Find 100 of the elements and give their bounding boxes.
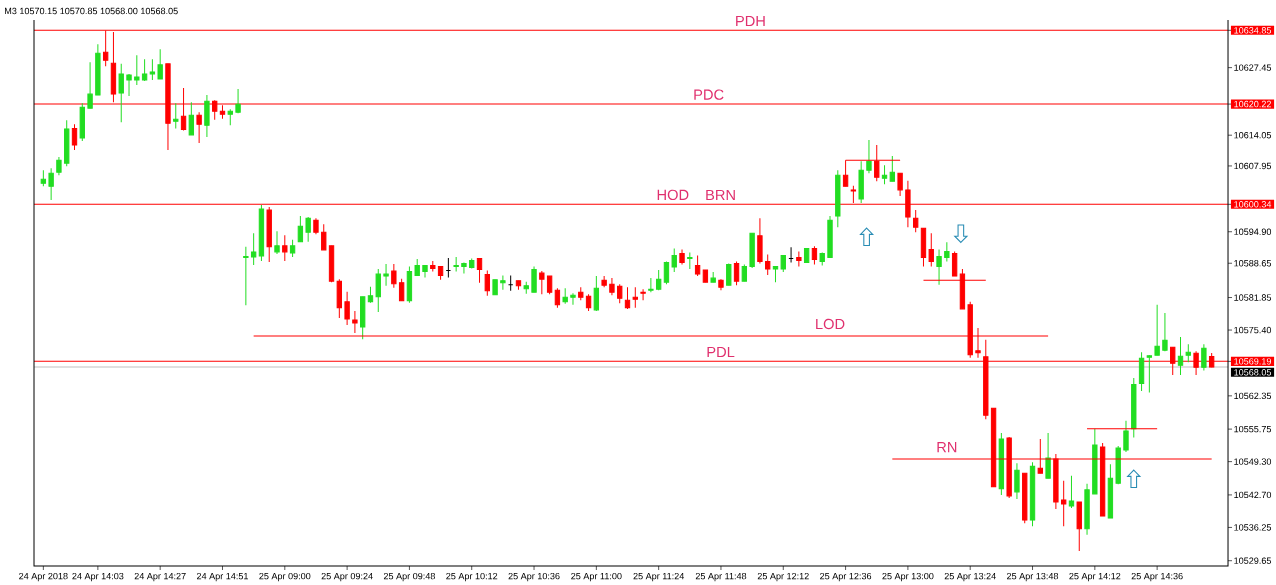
- x-tick-label: 25 Apr 14:36: [1131, 572, 1183, 582]
- candlestick: [733, 260, 740, 286]
- candlestick: [352, 310, 358, 334]
- candlestick: [648, 277, 654, 293]
- x-tick-label: 25 Apr 09:24: [321, 572, 373, 582]
- x-tick-label: 25 Apr 09:00: [259, 572, 311, 582]
- x-tick-label: 25 Apr 13:48: [1007, 572, 1059, 582]
- candlestick: [866, 139, 872, 174]
- candlestick: [897, 172, 903, 197]
- candlestick: [928, 232, 934, 268]
- candlestick: [118, 63, 124, 123]
- candlestick: [609, 277, 615, 296]
- candlestick: [243, 246, 249, 306]
- candlestick: [188, 101, 195, 136]
- y-tick-label: 10594.90: [1234, 228, 1272, 235]
- candlestick: [250, 232, 257, 266]
- x-tick-label: 25 Apr 14:12: [1069, 572, 1121, 582]
- candlestick: [632, 286, 638, 309]
- candlestick: [321, 223, 327, 251]
- candlestick: [500, 275, 506, 291]
- candlestick: [282, 234, 288, 262]
- candlestick: [1014, 462, 1020, 500]
- candlestick: [593, 275, 600, 312]
- ref-line-label: PDH: [736, 15, 765, 27]
- candlestick: [476, 257, 483, 284]
- candlestick: [913, 209, 919, 233]
- candlestick: [570, 292, 576, 306]
- candlestick: [531, 266, 537, 293]
- candlestick: [889, 155, 895, 182]
- y-tick-label: 10575.40: [1234, 326, 1272, 334]
- y-tick-label: 10634.85: [1234, 27, 1272, 34]
- x-tick-label: 25 Apr 11:48: [695, 572, 747, 582]
- x-tick-label: 25 Apr 10:12: [446, 572, 498, 582]
- candlestick: [297, 215, 304, 243]
- x-tick-label: 25 Apr 11:00: [571, 572, 622, 582]
- series-label: LOD: [816, 318, 845, 330]
- y-tick-label: 10607.95: [1234, 162, 1272, 170]
- candlestick: [87, 61, 93, 109]
- candlestick: [765, 253, 771, 276]
- y-tick-label: 10588.65: [1234, 260, 1272, 267]
- candlestick: [375, 268, 381, 313]
- candlestick: [398, 278, 405, 302]
- candlestick: [274, 230, 280, 255]
- candlestick: [1185, 343, 1191, 363]
- x-tick-label: 24 Apr 14:51: [196, 572, 248, 582]
- candlestick: [936, 248, 942, 286]
- y-tick-label: 10627.45: [1234, 64, 1272, 71]
- y-tick-label: 10555.75: [1234, 425, 1272, 433]
- candlestick: [624, 286, 631, 310]
- candlestick: [235, 88, 241, 114]
- candlestick: [48, 167, 54, 201]
- candlestick: [1123, 420, 1129, 453]
- x-tick-label: 25 Apr 12:36: [820, 572, 872, 582]
- y-tick-label: 10600.34: [1234, 201, 1272, 208]
- chart-title: M3 10570.15 10570.85 10568.00 10568.05: [5, 7, 178, 15]
- x-tick-label: 25 Apr 13:00: [882, 572, 934, 582]
- candlestick: [196, 111, 202, 144]
- ref-line-label: PDC: [694, 89, 724, 100]
- candlestick: [640, 288, 646, 301]
- x-tick-label: 25 Apr 09:48: [383, 572, 435, 582]
- x-tick-label: 25 Apr 13:24: [944, 572, 996, 582]
- candlestick: [344, 291, 350, 326]
- candlestick: [617, 283, 623, 304]
- candlestick: [1045, 432, 1051, 479]
- y-tick-label: 10620.22: [1234, 100, 1271, 108]
- candlestick: [1177, 336, 1184, 376]
- series-label: RN: [937, 442, 957, 453]
- y-tick-label: 10542.70: [1234, 491, 1272, 499]
- candlestick: [1162, 312, 1168, 352]
- candlestick: [881, 164, 888, 185]
- y-tick-label: 10569.19: [1234, 358, 1272, 365]
- candlestick: [1146, 354, 1153, 394]
- candlestick: [694, 254, 701, 277]
- x-tick-label: 24 Apr 2018: [19, 572, 68, 582]
- y-tick-label: 10614.05: [1234, 131, 1272, 139]
- candlestick: [796, 250, 802, 268]
- ref-line-label: HOD: [657, 189, 689, 201]
- candlestick: [422, 264, 428, 279]
- candlestick: [71, 123, 78, 151]
- candlestick: [305, 216, 311, 243]
- candlestick: [391, 263, 397, 289]
- candlestick: [173, 102, 179, 129]
- x-tick-label: 24 Apr 14:27: [134, 572, 186, 582]
- ref-line-label: 10568.05: [1234, 369, 1272, 376]
- candlestick: [484, 270, 490, 297]
- candlestick: [1068, 475, 1075, 509]
- candlestick: [546, 275, 553, 295]
- candlestick: [554, 287, 561, 309]
- ref-line-label: PDL: [707, 347, 735, 358]
- x-tick-label: 24 Apr 14:03: [72, 572, 124, 582]
- candlestick: [1061, 480, 1067, 527]
- candlestick: [1154, 304, 1160, 356]
- candlestick: [134, 54, 140, 86]
- x-tick-label: 25 Apr 10:36: [508, 572, 560, 582]
- y-tick-label: 10581.85: [1234, 294, 1272, 301]
- candlestick: [539, 270, 545, 295]
- candlestick: [811, 245, 818, 266]
- y-tick-label: 10549.30: [1234, 458, 1272, 465]
- x-tick-label: 25 Apr 11:24: [633, 572, 685, 582]
- candlestick: [663, 260, 670, 285]
